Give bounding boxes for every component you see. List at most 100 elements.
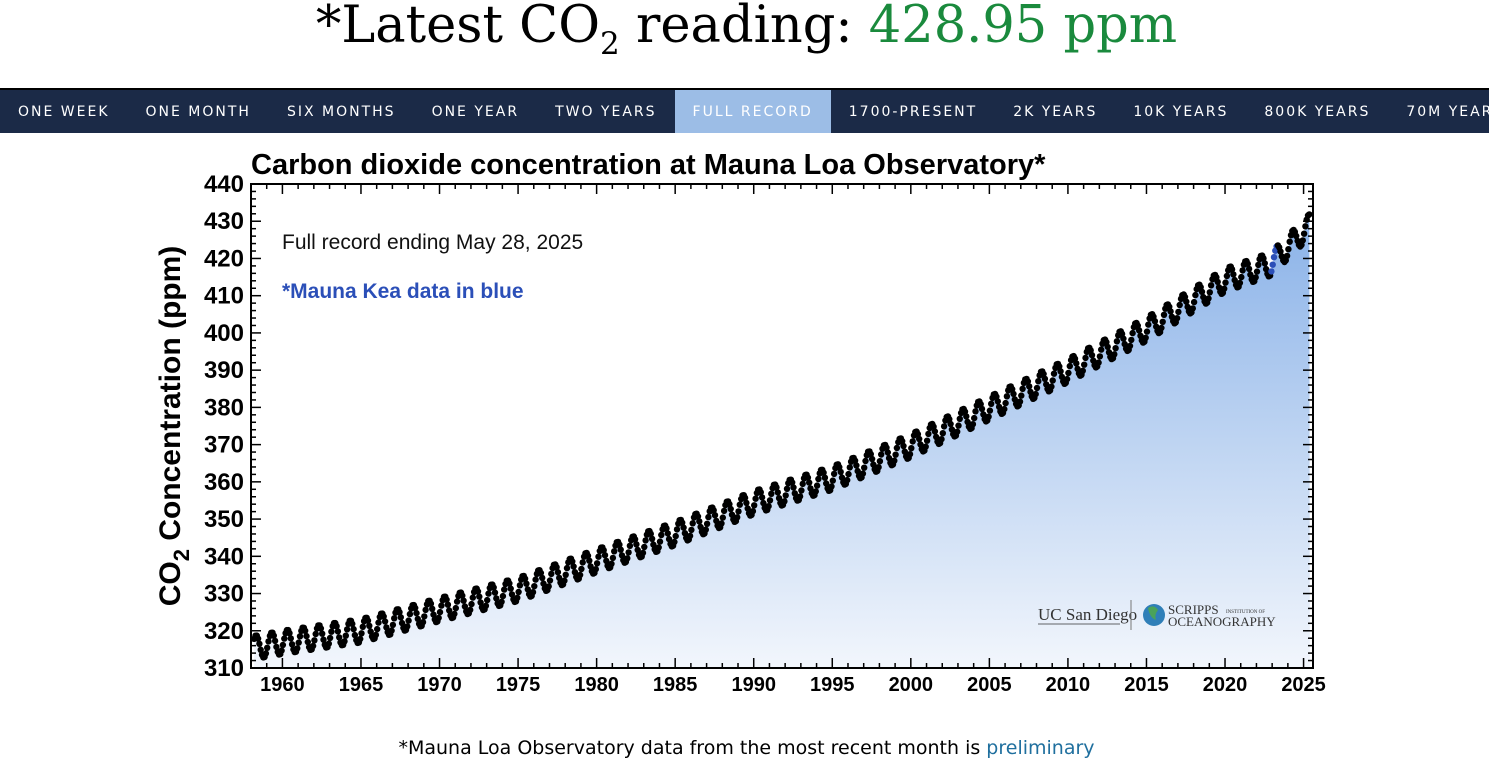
nav-tab-one-week[interactable]: ONE WEEK: [18, 103, 110, 120]
data-point: [837, 468, 844, 476]
kea-data-point: [1269, 261, 1276, 268]
data-point: [1167, 308, 1174, 315]
data-point: [985, 413, 992, 420]
data-point: [287, 635, 294, 642]
data-point: [586, 557, 593, 564]
nav-tab-one-month[interactable]: ONE MONTH: [145, 103, 251, 120]
data-point: [1183, 298, 1190, 305]
data-point: [1018, 392, 1025, 399]
co2-chart: 310 320 330 340 350 360 370 380 390 400 410 420 430 4…: [154, 149, 1326, 696]
data-point: [1113, 338, 1121, 345]
data-point: [608, 560, 615, 567]
data-point: [452, 604, 459, 612]
data-point: [986, 407, 994, 414]
data-point: [271, 637, 279, 645]
data-point: [1190, 298, 1198, 306]
data-point: [341, 638, 348, 645]
data-point: [758, 494, 766, 501]
nav-tab-full-record[interactable]: FULL RECORD: [674, 90, 831, 133]
data-point: [1049, 377, 1056, 384]
y-tick-label: 370: [204, 432, 244, 459]
data-point: [633, 541, 640, 548]
headline-suffix: reading:: [619, 0, 869, 55]
nav-tab-one-year[interactable]: ONE YEAR: [431, 103, 520, 120]
data-point: [1016, 398, 1024, 405]
data-point: [286, 629, 293, 637]
data-point: [414, 615, 421, 623]
x-tick-label: 2020: [1203, 674, 1248, 696]
data-point: [482, 602, 490, 609]
data-point: [1103, 338, 1110, 346]
data-point: [546, 577, 554, 584]
nav-tab-10k-years[interactable]: 10K YEARS: [1133, 103, 1229, 120]
data-point: [710, 507, 717, 514]
y-tick-label: 360: [204, 469, 244, 496]
data-point: [702, 526, 709, 533]
data-point: [664, 530, 671, 537]
data-point: [1081, 361, 1088, 368]
data-point: [618, 552, 626, 559]
data-point: [868, 455, 876, 463]
data-point: [1041, 375, 1049, 382]
data-point: [1026, 383, 1033, 390]
data-point: [663, 525, 670, 532]
data-point: [506, 580, 513, 587]
data-point: [325, 640, 332, 647]
data-point: [961, 408, 969, 415]
data-point: [686, 532, 694, 540]
data-point: [647, 530, 654, 538]
data-point: [846, 464, 853, 471]
y-tick-label: 330: [204, 581, 244, 608]
data-point: [375, 619, 382, 626]
nav-tab-800k-years[interactable]: 800K YEARS: [1264, 103, 1371, 120]
data-point: [752, 495, 759, 502]
data-point: [821, 474, 829, 481]
data-point: [539, 574, 546, 582]
data-point: [254, 635, 262, 642]
data-point: [751, 502, 758, 509]
data-point: [477, 599, 484, 606]
data-point: [367, 628, 374, 635]
data-point: [1056, 363, 1063, 370]
preliminary-link[interactable]: preliminary: [986, 737, 1095, 759]
data-point: [1245, 265, 1253, 273]
record-end-annotation: Full record ending May 28, 2025: [282, 231, 583, 254]
data-point: [515, 588, 522, 596]
data-point: [1032, 390, 1039, 398]
data-point: [545, 583, 552, 590]
nav-tab-six-months[interactable]: SIX MONTHS: [286, 103, 396, 120]
data-point: [878, 451, 885, 458]
nav-tab-2k-years[interactable]: 2K YEARS: [1013, 103, 1098, 120]
data-point: [493, 595, 500, 602]
data-point: [789, 479, 796, 486]
data-point: [342, 632, 349, 639]
data-point: [625, 549, 632, 556]
data-point: [328, 628, 335, 635]
data-point: [757, 489, 764, 496]
data-point: [419, 619, 427, 626]
data-point: [994, 398, 1001, 405]
data-point: [853, 462, 860, 469]
data-point: [460, 597, 467, 604]
data-point: [374, 625, 381, 633]
nav-tab-two-years[interactable]: TWO YEARS: [555, 103, 657, 120]
data-point: [883, 444, 890, 451]
scripps-logo-name: SCRIPPS: [1168, 602, 1219, 617]
nav-tab-1700-present[interactable]: 1700-PRESENT: [848, 103, 978, 120]
data-point: [295, 639, 302, 646]
data-point: [309, 642, 317, 650]
data-point: [768, 490, 775, 497]
data-point: [1159, 318, 1166, 325]
data-point: [553, 564, 560, 571]
data-point: [718, 520, 725, 527]
data-point: [412, 604, 419, 612]
data-point: [689, 520, 696, 527]
data-point: [631, 536, 639, 543]
data-point: [899, 437, 906, 445]
data-point: [498, 598, 505, 605]
data-point: [381, 618, 389, 625]
data-point: [1206, 289, 1214, 296]
data-point: [1285, 246, 1292, 253]
data-point: [1293, 232, 1300, 240]
nav-tab-70m-years[interactable]: 70M YEARS: [1406, 103, 1493, 120]
